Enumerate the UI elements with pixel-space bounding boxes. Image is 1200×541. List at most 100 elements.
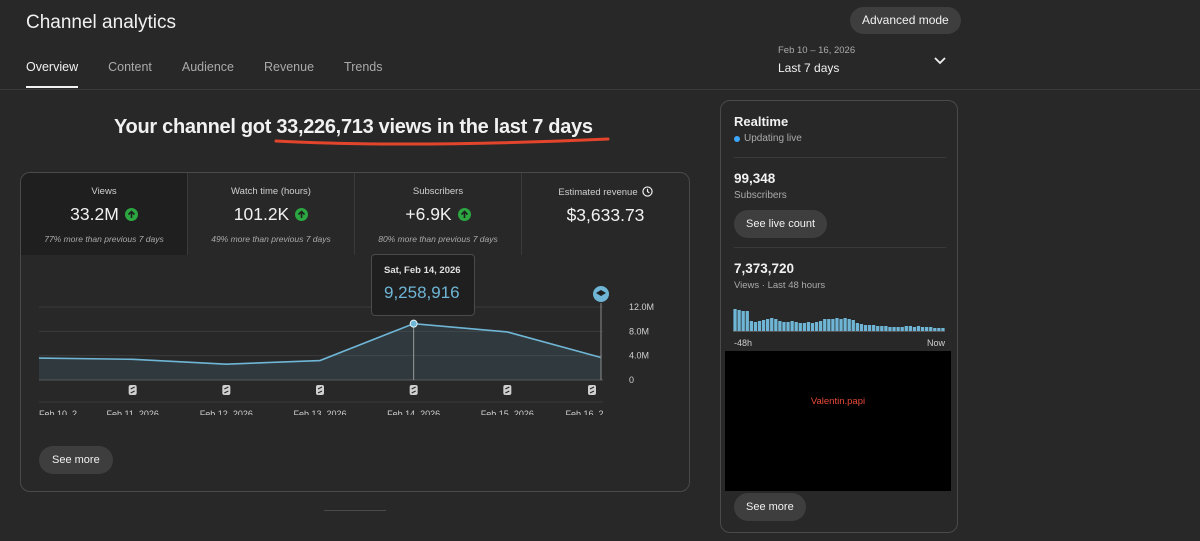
views-chart[interactable]: 12.0M 8.0M 4.0M 0 Feb 10, 2... Feb 11, 2026 Fe… <box>21 255 689 415</box>
metric-views[interactable]: Views 33.2M 77% more than previous 7 day… <box>21 173 188 255</box>
shorts-icon <box>222 385 231 395</box>
x-tick-label: Feb 10, 2... <box>39 409 85 415</box>
metric-comparison: 77% more than previous 7 days <box>44 234 164 244</box>
live-dot-icon <box>734 135 740 142</box>
tab-revenue[interactable]: Revenue <box>264 60 315 74</box>
see-more-button[interactable]: See more <box>39 446 113 474</box>
metric-watch-time[interactable]: Watch time (hours) 101.2K 49% more than … <box>188 173 355 255</box>
chevron-down-icon[interactable] <box>934 57 946 65</box>
metric-label: Estimated revenue <box>558 187 638 198</box>
graduation-cap-icon-shape <box>596 290 606 296</box>
tooltip-value: 9,258,916 <box>384 283 460 302</box>
mini-bar <box>761 320 766 331</box>
tab-bar: Overview Content Audience Revenue Trends <box>26 60 413 88</box>
metric-revenue[interactable]: Estimated revenue $3,633.73 <box>522 173 689 255</box>
mini-bar <box>920 327 925 331</box>
mini-bar <box>733 309 737 331</box>
mini-bar <box>749 321 753 331</box>
x-tick-label: Feb 15, 2026 <box>481 409 534 415</box>
mini-bar <box>851 320 855 331</box>
headline-highlight: 33,226,713 views in the last 7 days <box>276 116 593 138</box>
mini-bar <box>941 328 945 331</box>
mini-bar <box>814 322 819 331</box>
mini-bar <box>867 325 872 331</box>
mini-bar <box>810 323 815 331</box>
mini-bar <box>786 322 790 331</box>
metric-label: Subscribers <box>412 186 464 197</box>
chart-tooltip: Sat, Feb 14, 2026 9,258,916 <box>371 254 475 316</box>
mini-bar <box>753 322 758 331</box>
x-tick-label: Feb 12, 2026 <box>200 409 253 415</box>
realtime-status-text: Updating live <box>744 133 802 144</box>
date-range-picker[interactable]: Feb 10 – 16, 2026 Last 7 days <box>778 45 950 77</box>
metrics-row: Views 33.2M 77% more than previous 7 day… <box>21 173 689 255</box>
mini-bar <box>933 328 937 331</box>
realtime-card: Realtime Updating live 99,348 Subscriber… <box>720 100 958 533</box>
x-tick-label: Feb 16, 2... <box>565 409 611 415</box>
realtime-views-label: Views · Last 48 hours <box>734 280 826 291</box>
mini-bar <box>900 327 904 331</box>
mini-bar <box>847 319 851 331</box>
metric-value-row: 33.2M <box>21 204 187 225</box>
metric-value-row: $3,633.73 <box>522 205 689 226</box>
mini-bar <box>884 326 888 331</box>
scroll-indicator <box>324 510 386 511</box>
y-tick-label: 0 <box>629 375 634 385</box>
headline-prefix: Your channel got <box>114 116 277 138</box>
clock-icon <box>641 186 653 197</box>
mini-bar <box>872 325 876 331</box>
mini-bar <box>782 322 786 331</box>
shorts-icon <box>503 385 512 395</box>
mini-chart-start-label: -48h <box>734 338 753 348</box>
mini-bar <box>912 327 917 331</box>
mini-bar <box>859 324 864 331</box>
mini-bar <box>925 327 929 331</box>
mini-bar <box>790 321 794 331</box>
realtime-status: Updating live <box>734 133 802 144</box>
shorts-icon-mark <box>224 386 229 394</box>
shorts-icon-mark <box>317 386 323 394</box>
x-tick-label: Feb 13, 2026 <box>293 409 346 415</box>
tab-content[interactable]: Content <box>108 60 152 74</box>
see-live-count-button[interactable]: See live count <box>734 210 828 238</box>
x-tick-label: Feb 14, 2026 <box>387 409 440 415</box>
date-range-text: Feb 10 – 16, 2026 <box>778 45 856 56</box>
tab-overview[interactable]: Overview <box>26 60 79 88</box>
mini-bar <box>831 319 835 331</box>
data-point <box>409 319 418 328</box>
mini-bar <box>774 319 778 331</box>
headline: Your channel got 33,226,713 views in the… <box>114 116 593 139</box>
mini-bar <box>863 325 868 331</box>
x-tick-label: Feb 11, 2026 <box>106 409 158 415</box>
metric-value: $3,633.73 <box>566 205 645 225</box>
metric-label-row: Estimated revenue <box>522 186 689 198</box>
metric-label: Views <box>91 186 117 197</box>
tab-audience[interactable]: Audience <box>181 60 234 74</box>
advanced-mode-button[interactable]: Advanced mode <box>850 7 961 34</box>
mini-bar <box>839 319 843 331</box>
realtime-subscribers-label: Subscribers <box>734 190 787 201</box>
video-preview[interactable]: Valentin.papi <box>725 351 951 491</box>
mini-bar <box>835 318 839 331</box>
see-more-button[interactable]: See more <box>734 493 806 521</box>
page-title: Channel analytics <box>26 12 176 33</box>
y-tick-label: 12.0M <box>629 302 654 312</box>
metric-subscribers[interactable]: Subscribers +6.9K 80% more than previous… <box>355 173 522 255</box>
shorts-icon <box>588 385 596 395</box>
tabs-divider <box>0 89 1200 90</box>
arrow-up-icon <box>295 208 309 221</box>
shorts-icon <box>316 385 324 395</box>
realtime-bar-chart[interactable] <box>733 301 946 333</box>
metric-comparison: 49% more than previous 7 days <box>211 234 331 244</box>
divider <box>734 247 946 248</box>
mini-bar <box>896 327 900 331</box>
video-overlay-text: Valentin.papi <box>810 396 866 407</box>
realtime-subscribers: 99,348 <box>734 171 776 186</box>
shorts-icon-mark <box>411 386 416 394</box>
mini-bar <box>802 323 806 331</box>
y-tick-label: 8.0M <box>629 326 649 336</box>
mini-bar <box>770 318 774 331</box>
tab-trends[interactable]: Trends <box>344 60 383 74</box>
mini-bar <box>880 326 884 331</box>
realtime-views: 7,373,720 <box>734 261 795 276</box>
